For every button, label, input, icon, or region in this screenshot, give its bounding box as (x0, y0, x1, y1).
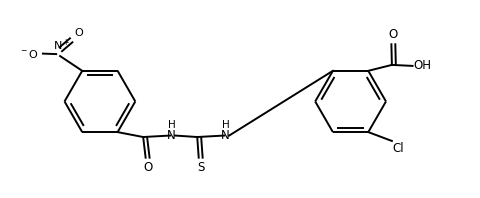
Text: N: N (221, 129, 230, 142)
Text: S: S (197, 161, 204, 174)
Text: N: N (168, 129, 176, 142)
Text: H: H (168, 120, 176, 130)
Text: H: H (222, 120, 229, 130)
Text: Cl: Cl (393, 142, 405, 155)
Text: O: O (389, 28, 398, 41)
Text: O: O (75, 28, 84, 38)
Text: O: O (143, 161, 152, 174)
Text: N$^+$: N$^+$ (53, 38, 71, 53)
Text: OH: OH (413, 59, 432, 72)
Text: $^-$O: $^-$O (19, 48, 39, 60)
